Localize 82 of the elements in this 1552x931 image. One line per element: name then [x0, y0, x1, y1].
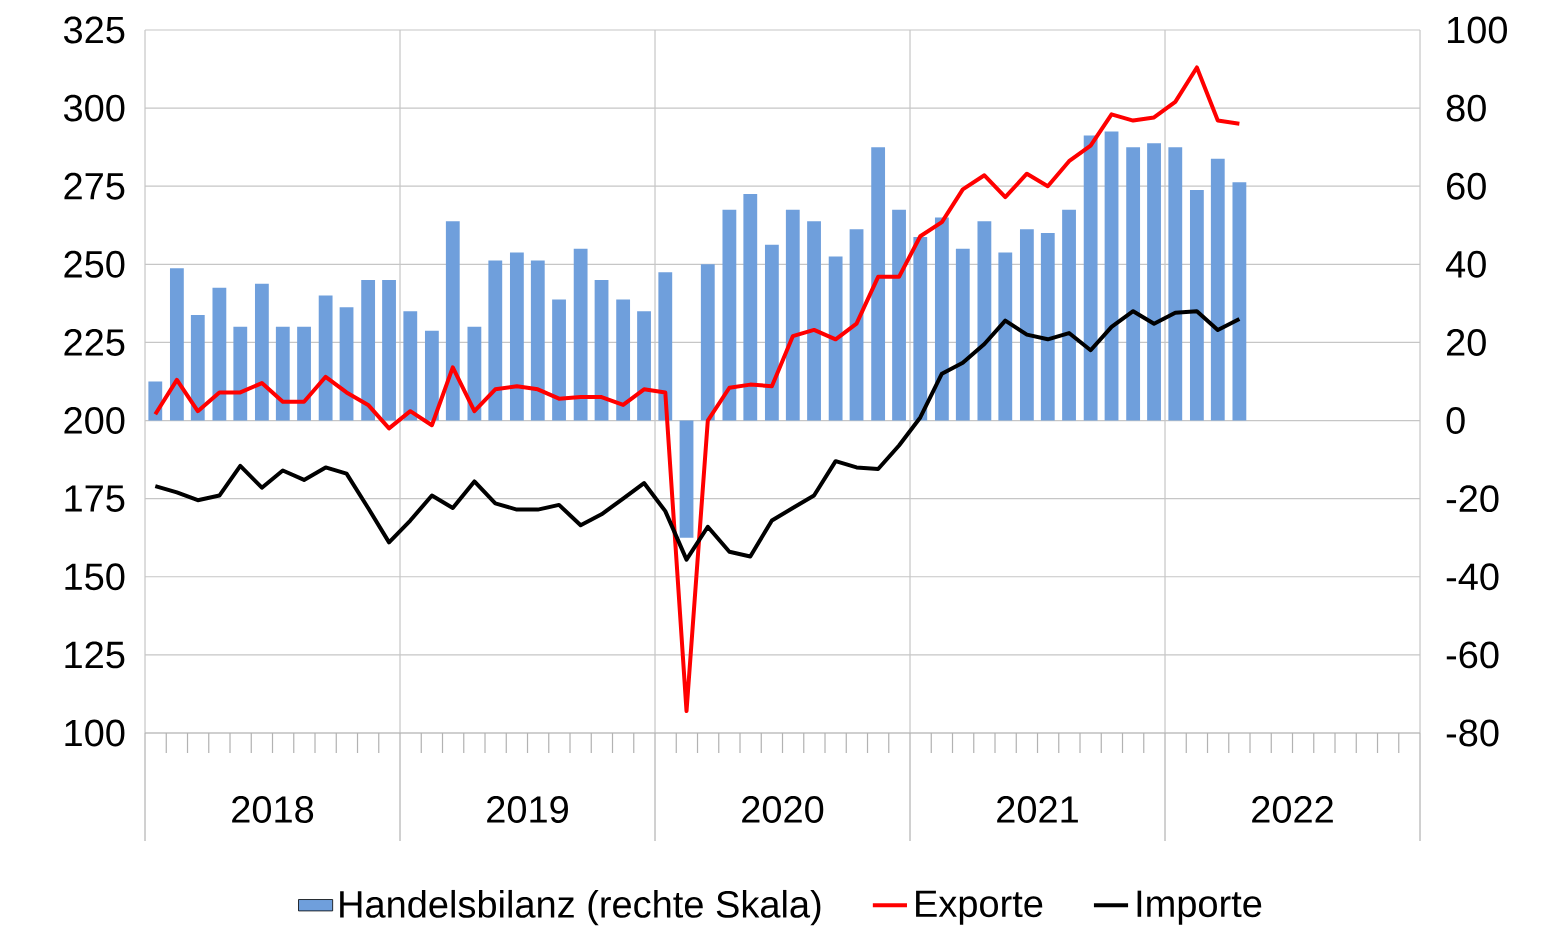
legend-label: Exporte: [916, 890, 1043, 925]
y-tick-label: 225: [64, 328, 125, 356]
bar: [212, 287, 227, 421]
bar: [743, 194, 758, 421]
bar: [679, 420, 694, 538]
bar: [637, 311, 651, 421]
bar: [1210, 158, 1225, 421]
y2-tick-label: 80: [1446, 94, 1486, 122]
bar: [403, 311, 418, 421]
bar: [445, 221, 460, 421]
x-tick-label: 2020: [742, 796, 824, 823]
bar: [764, 244, 779, 421]
bar: [552, 299, 566, 421]
bar: [1232, 182, 1247, 421]
bar: [361, 279, 376, 421]
bar: [318, 295, 333, 421]
bar: [339, 307, 354, 421]
y2-tick-label: 60: [1447, 172, 1486, 200]
bar: [594, 279, 609, 421]
y2-tick-label: 20: [1447, 328, 1486, 356]
y-tick-label: 300: [63, 94, 125, 122]
bar: [233, 326, 248, 421]
bar: [1083, 135, 1098, 421]
line-series: [153, 309, 1242, 562]
bar: [275, 326, 290, 421]
y-tick-label: 275: [64, 172, 125, 200]
bar: [382, 279, 396, 421]
bar: [1104, 131, 1119, 421]
bar: [467, 326, 482, 421]
bar: [530, 260, 545, 421]
legend-label: Handelsbilanz (rechte Skala): [340, 889, 821, 926]
y-tick-label: 250: [64, 250, 125, 278]
bar: [254, 283, 269, 421]
bar: [849, 229, 864, 421]
bar: [148, 381, 163, 421]
bar: [297, 326, 311, 421]
bar: [488, 260, 503, 421]
bar: [913, 236, 928, 421]
bar: [1147, 143, 1161, 421]
bar: [1189, 190, 1204, 421]
bar: [700, 264, 715, 421]
x-tick-label: 2019: [487, 796, 568, 823]
x-tick-label: 2022: [1252, 796, 1333, 823]
y-tick-label: 200: [64, 407, 125, 434]
bar: [573, 248, 588, 421]
y-tick-label: 325: [63, 16, 125, 44]
bar: [998, 252, 1013, 421]
bar: [722, 209, 737, 421]
bar: [892, 209, 906, 421]
bar: [1062, 209, 1076, 421]
bar: [190, 315, 205, 421]
bar: [424, 330, 439, 421]
y-tick-label: 100: [65, 719, 125, 747]
y2-tick-label: 40: [1445, 250, 1486, 278]
bar: [934, 217, 949, 421]
line-series: [153, 65, 1242, 714]
bar: [169, 268, 184, 421]
legend-label: Importe: [1137, 890, 1262, 925]
y2-tick-label: 0: [1446, 407, 1465, 434]
y2-tick-label: -40: [1446, 563, 1499, 591]
bar: [828, 256, 843, 421]
y-tick-label: 150: [65, 563, 125, 591]
bar: [1040, 233, 1055, 421]
bar: [1019, 229, 1034, 421]
y2-tick-label: -20: [1446, 485, 1499, 513]
bar: [509, 252, 524, 421]
bar: [955, 248, 970, 421]
bar: [1126, 147, 1141, 421]
bar: [1168, 147, 1183, 421]
y2-tick-label: -60: [1446, 641, 1499, 669]
bar: [977, 221, 992, 421]
y2-tick-label: 100: [1447, 16, 1507, 44]
bar: [785, 209, 800, 421]
bar: [658, 272, 673, 421]
bar: [871, 147, 886, 421]
x-tick-label: 2018: [232, 796, 314, 823]
y-tick-label: 125: [65, 641, 125, 669]
y-tick-label: 175: [65, 485, 125, 512]
bar: [807, 221, 821, 421]
x-tick-label: 2021: [997, 796, 1078, 823]
y2-tick-label: -80: [1446, 719, 1499, 747]
bar: [616, 299, 631, 421]
